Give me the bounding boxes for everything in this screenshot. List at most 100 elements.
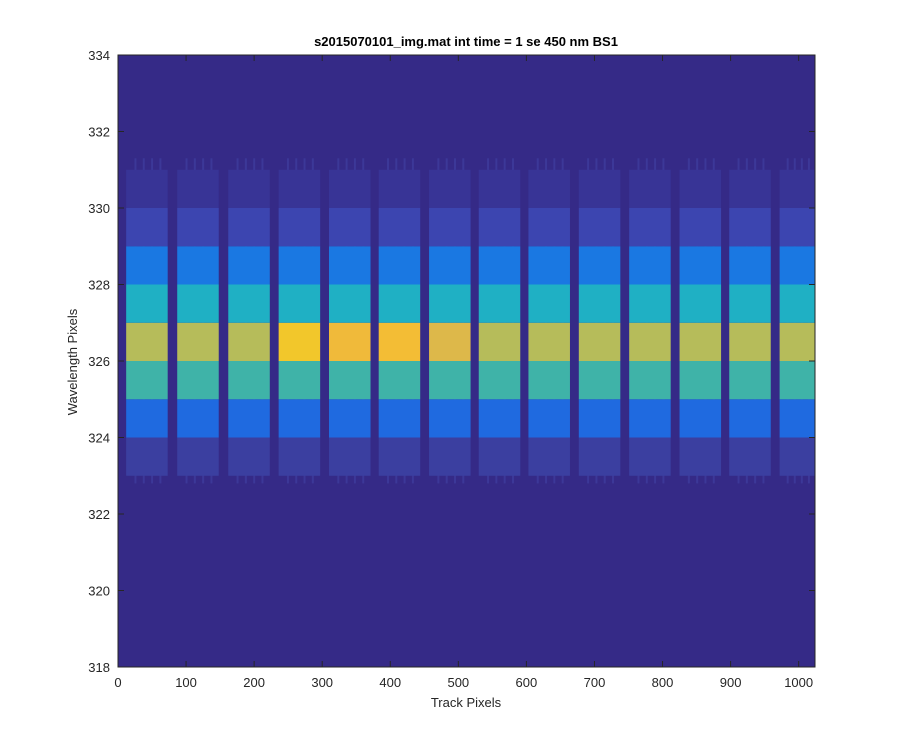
heatmap-cell xyxy=(528,361,570,400)
heatmap-cell xyxy=(126,284,168,323)
heatmap-cell xyxy=(177,246,219,285)
heatmap-cell xyxy=(729,399,771,438)
heatmap-cell xyxy=(478,322,521,361)
heatmap-cell xyxy=(629,169,671,208)
heatmap-cell xyxy=(228,361,270,400)
heatmap-cell xyxy=(478,361,521,400)
heatmap-cell xyxy=(729,169,771,208)
heatmap-cell xyxy=(228,437,270,476)
heatmap-cell xyxy=(126,437,168,476)
heatmap-cell xyxy=(329,437,371,476)
heatmap-cell xyxy=(177,208,219,247)
track-column xyxy=(779,169,815,476)
heatmap-cell xyxy=(228,169,270,208)
x-tick-label: 1000 xyxy=(784,675,813,690)
heatmap-cell xyxy=(629,284,671,323)
heatmap-cell xyxy=(278,208,321,247)
heatmap-cell xyxy=(278,399,321,438)
heatmap-cell xyxy=(429,361,471,400)
heatmap-cell xyxy=(329,399,371,438)
track-column xyxy=(228,169,270,476)
heatmap-cell xyxy=(729,284,771,323)
heatmap-cell xyxy=(679,208,722,247)
heatmap-cell xyxy=(629,322,671,361)
axes: 0 100 200 300 400 500 600 700 800 900 1000 318 320 32… xyxy=(88,48,816,690)
track-column xyxy=(126,169,168,476)
y-tick-label: 320 xyxy=(88,584,110,599)
heatmap-cell xyxy=(528,169,570,208)
heatmap-cell xyxy=(278,322,321,361)
heatmap-cell xyxy=(629,437,671,476)
y-axis-label: Wavelength Pixels xyxy=(65,308,80,415)
heatmap-cell xyxy=(679,437,722,476)
heatmap-cell xyxy=(329,322,371,361)
heatmap-cell xyxy=(629,361,671,400)
heatmap-cell xyxy=(729,208,771,247)
heatmap-cell xyxy=(378,169,421,208)
heatmap-cell xyxy=(578,169,621,208)
heatmap-cell xyxy=(378,399,421,438)
heatmap-cell xyxy=(779,399,815,438)
heatmap-cell xyxy=(429,437,471,476)
heatmap-cell xyxy=(177,169,219,208)
heatmap-cell xyxy=(528,284,570,323)
heatmap-cell xyxy=(378,437,421,476)
heatmap-cell xyxy=(478,399,521,438)
x-tick-label: 500 xyxy=(447,675,469,690)
heatmap-cell xyxy=(729,246,771,285)
y-tick-label: 326 xyxy=(88,354,110,369)
x-tick-label: 400 xyxy=(379,675,401,690)
heatmap-cell xyxy=(779,284,815,323)
x-tick-label: 300 xyxy=(311,675,333,690)
heatmap-cell xyxy=(378,284,421,323)
chart-title: s2015070101_img.mat int time = 1 se 450 … xyxy=(314,34,618,49)
heatmap-cell xyxy=(429,284,471,323)
heatmap-cell xyxy=(779,322,815,361)
heatmap-cell xyxy=(578,246,621,285)
heatmap-cell xyxy=(378,246,421,285)
heatmap-cell xyxy=(478,437,521,476)
heatmap-cell xyxy=(779,169,815,208)
x-axis-label: Track Pixels xyxy=(431,695,502,710)
heatmap-cell xyxy=(177,437,219,476)
y-tick-label: 332 xyxy=(88,125,110,140)
heatmap-cell xyxy=(629,399,671,438)
heatmap-cell xyxy=(278,284,321,323)
track-column xyxy=(679,169,722,476)
heatmap-cell xyxy=(126,322,168,361)
heatmap-cell xyxy=(729,361,771,400)
heatmap-cell xyxy=(679,361,722,400)
heatmap-cell xyxy=(329,169,371,208)
track-column xyxy=(378,169,421,476)
heatmap-cell xyxy=(126,361,168,400)
heatmap-cell xyxy=(779,361,815,400)
heatmap-cell xyxy=(528,399,570,438)
heatmap-cell xyxy=(177,361,219,400)
heatmap-cell xyxy=(629,208,671,247)
track-column xyxy=(729,169,771,476)
heatmap-cell xyxy=(378,322,421,361)
heatmap-cell xyxy=(329,361,371,400)
heatmap-cell xyxy=(478,284,521,323)
heatmap-cell xyxy=(679,322,722,361)
heatmap-cell xyxy=(528,246,570,285)
x-tick-label: 600 xyxy=(516,675,538,690)
heatmap-cell xyxy=(278,437,321,476)
heatmap-cell xyxy=(429,246,471,285)
track-column xyxy=(278,169,321,476)
heatmap-cell xyxy=(126,169,168,208)
heatmap-cell xyxy=(779,246,815,285)
heatmap-cell xyxy=(429,208,471,247)
heatmap-cell xyxy=(429,322,471,361)
heatmap-cell xyxy=(679,169,722,208)
heatmap-cell xyxy=(578,437,621,476)
heatmap-cell xyxy=(679,284,722,323)
heatmap-cell xyxy=(729,322,771,361)
heatmap-cell xyxy=(528,208,570,247)
heatmap-cell xyxy=(126,208,168,247)
heatmap-cell xyxy=(578,399,621,438)
heatmap-cell xyxy=(228,322,270,361)
y-tick-label: 324 xyxy=(88,431,110,446)
